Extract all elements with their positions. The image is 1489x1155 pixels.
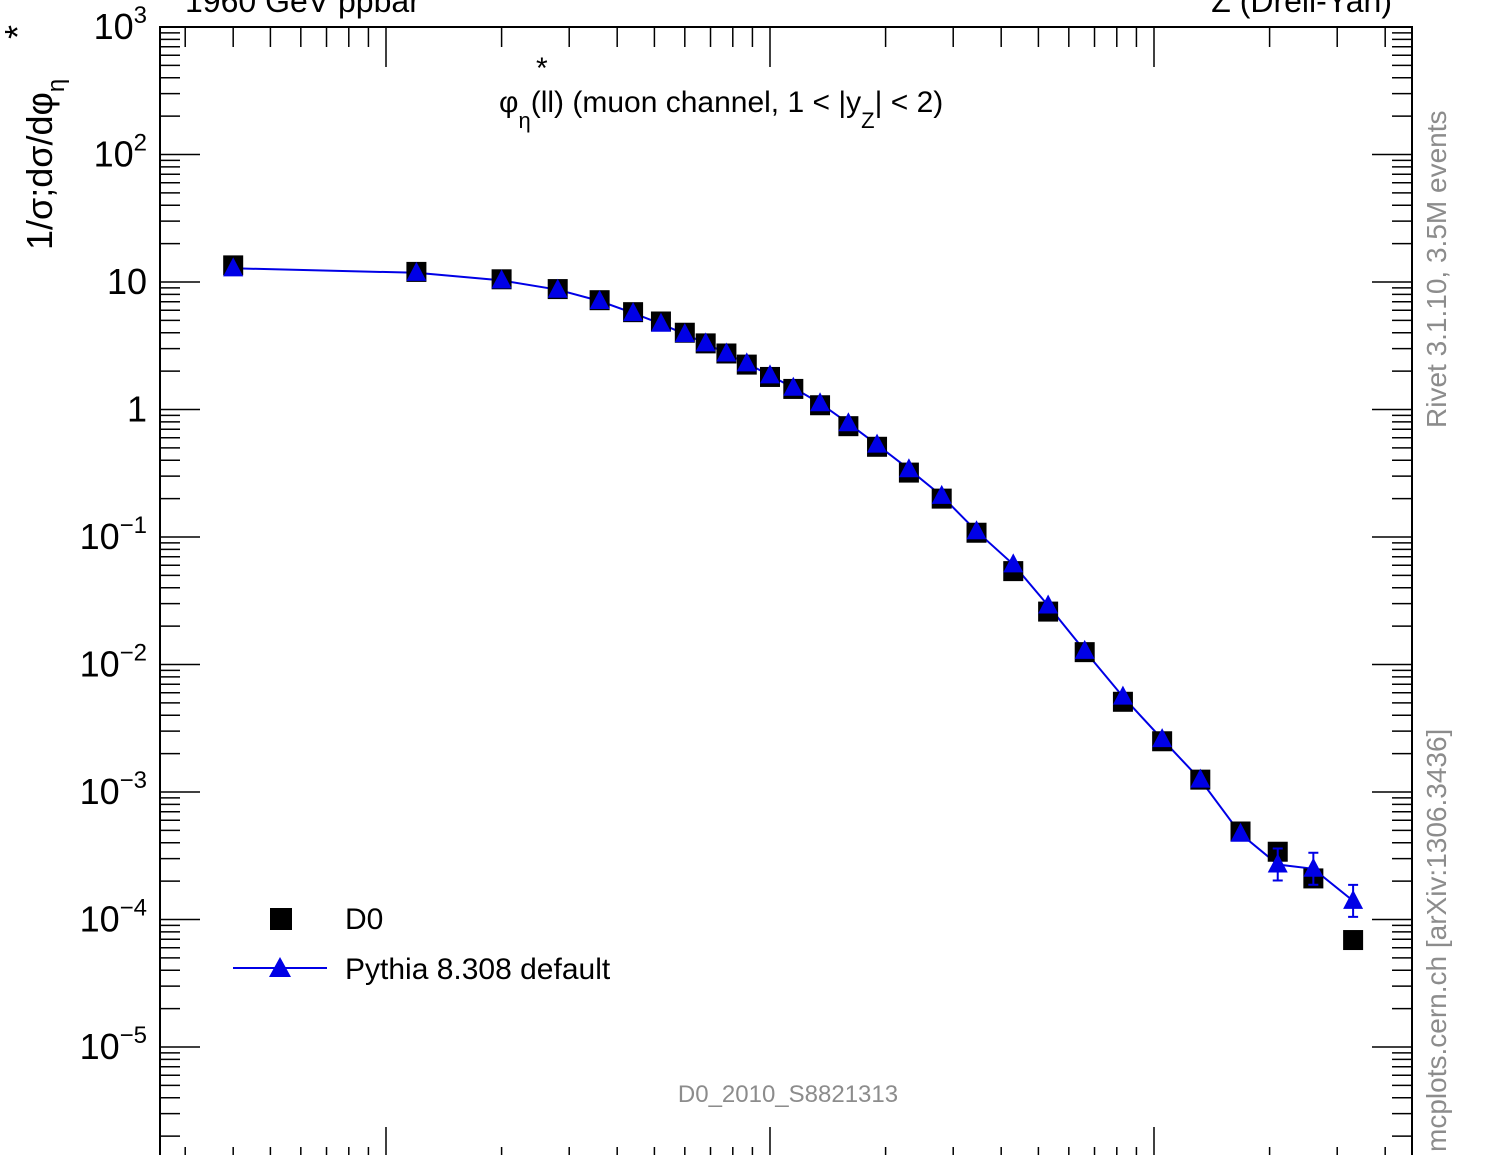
y-axis-title-star: * — [0, 25, 38, 39]
data-point-pythia — [810, 392, 831, 412]
data-point-pythia — [760, 364, 780, 384]
y-tick-label: 10−5 — [80, 1022, 147, 1067]
data-point-pythia — [623, 302, 644, 322]
data-point-pythia — [547, 278, 568, 298]
data-point-pythia — [650, 312, 671, 332]
title-eta: η — [518, 108, 530, 133]
y-tick-label: 10−1 — [80, 512, 147, 557]
svg-text:1/σ;dσ/dφη: 1/σ;dσ/dφη — [19, 79, 70, 250]
data-point-pythia — [1074, 639, 1095, 659]
title-star: * — [536, 52, 548, 85]
data-point-pythia — [674, 323, 695, 343]
data-point-pythia — [1003, 553, 1024, 573]
legend: D0 Pythia 8.308 default — [233, 903, 611, 986]
y-axis-title-sub: η — [43, 79, 70, 92]
x-axis-ticks — [184, 27, 1386, 1155]
data-point-pythia — [223, 257, 244, 277]
data-point-pythia — [1152, 728, 1173, 748]
y-tick-label: 10−3 — [80, 767, 147, 812]
data-point-pythia — [406, 261, 427, 281]
data-point-pythia — [1190, 768, 1211, 788]
header-left-label: 1960 GeV ppbar — [185, 0, 420, 19]
title-phi: φ — [499, 86, 518, 119]
series-line-pythia — [233, 267, 1354, 902]
legend-marker-pythia — [269, 957, 291, 977]
data-point-pythia — [838, 412, 859, 432]
data-point-pythia — [716, 342, 737, 362]
header-texts: 1960 GeV ppbar Z (Drell-Yan) — [185, 0, 1392, 19]
data-point-pythia — [966, 520, 987, 540]
y-tick-label: 10−4 — [80, 895, 147, 940]
chart-title: φη(ll) (muon channel, 1 < |yZ| < 2) * — [499, 52, 943, 133]
y-axis-title-main: 1/σ;dσ/dφ — [19, 92, 60, 250]
data-point-pythia — [1038, 594, 1059, 614]
y-axis-ticks — [160, 26, 1412, 1137]
analysis-label: D0_2010_S8821313 — [678, 1081, 898, 1108]
svg-text:φη(ll) (muon channel, 1 < |yZ|: φη(ll) (muon channel, 1 < |yZ| < 2) — [499, 86, 943, 133]
data-point-pythia — [931, 484, 952, 504]
data-point-pythia — [1112, 685, 1133, 705]
side-label-bottom: mcplots.cern.ch [arXiv:1306.3436] — [1421, 729, 1452, 1152]
legend-label-d0: D0 — [345, 903, 383, 936]
data-point-pythia — [695, 332, 716, 352]
plot-frame — [159, 26, 1413, 1155]
legend-label-pythia: Pythia 8.308 default — [345, 953, 611, 986]
data-point-pythia — [491, 269, 512, 289]
data-point-pythia — [589, 289, 610, 309]
y-axis-title: 1/σ;dσ/dφη * — [0, 25, 70, 250]
y-tick-label: 10 — [107, 261, 147, 302]
title-end: | < 2) — [875, 86, 944, 119]
y-tick-label: 10−2 — [80, 640, 147, 685]
side-label-top: Rivet 3.1.10, 3.5M events — [1421, 110, 1452, 428]
data-point-pythia — [736, 352, 757, 372]
y-tick-label: 1 — [127, 389, 147, 430]
data-point-d0 — [1343, 930, 1364, 951]
header-right-label: Z (Drell-Yan) — [1211, 0, 1392, 19]
y-tick-label: 103 — [94, 2, 147, 47]
title-mid: (ll) (muon channel, 1 < |y — [531, 86, 861, 119]
legend-marker-d0 — [270, 908, 292, 930]
title-z: Z — [861, 108, 874, 133]
data-point-pythia — [783, 376, 804, 396]
y-tick-label: 102 — [94, 130, 147, 175]
series-layer — [223, 255, 1364, 951]
data-point-pythia — [898, 458, 919, 478]
data-point-pythia — [1230, 822, 1251, 842]
data-point-pythia — [867, 433, 888, 453]
